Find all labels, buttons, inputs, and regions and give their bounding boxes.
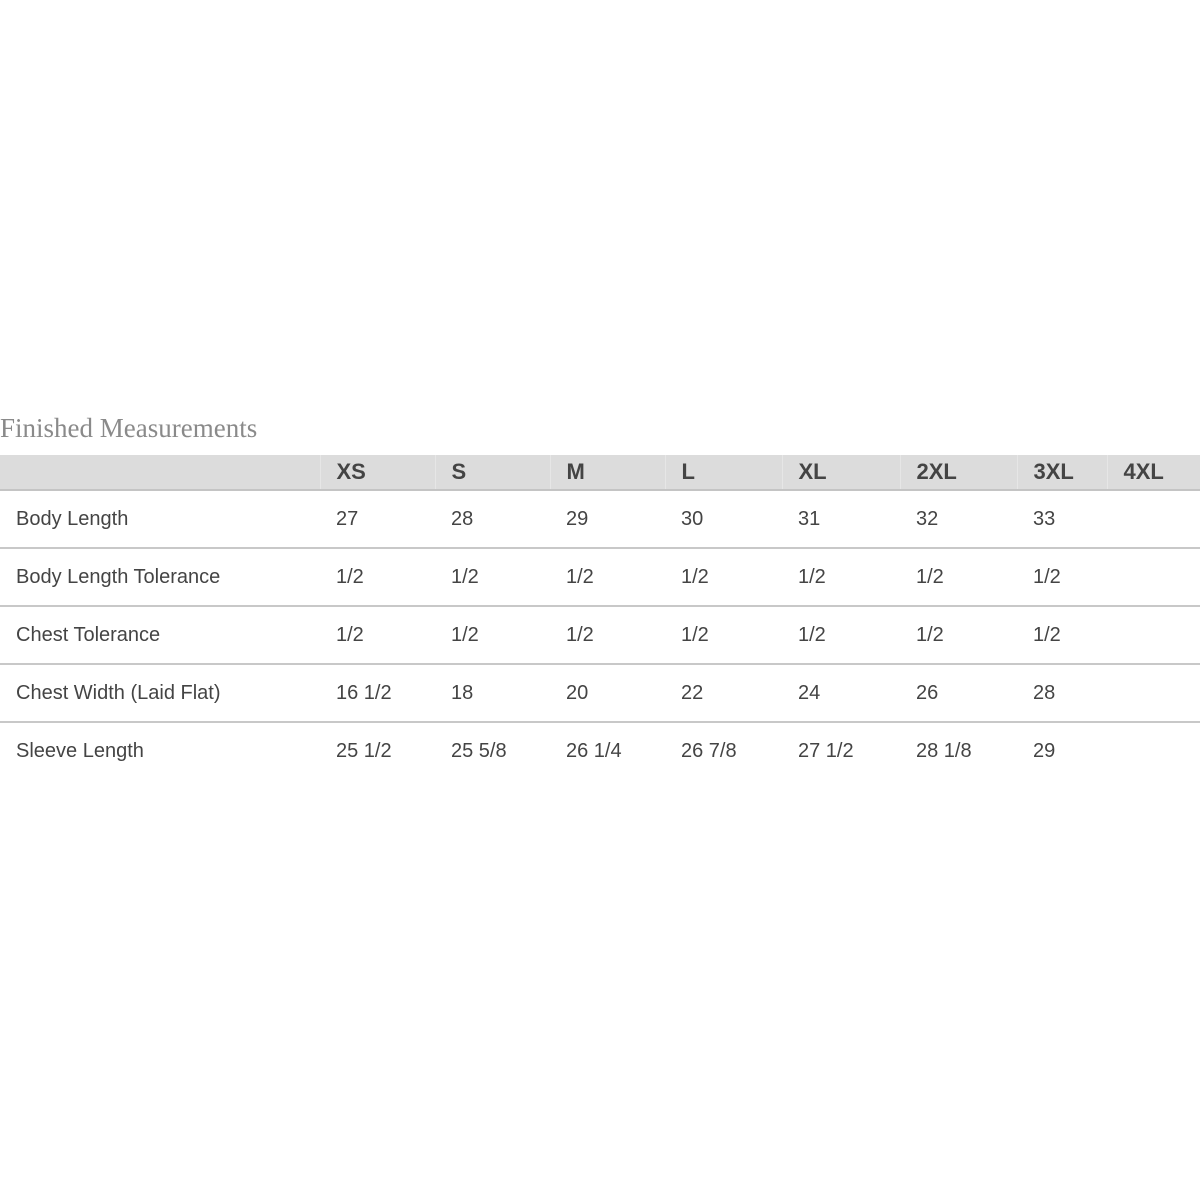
cell: 1/2 <box>550 548 665 607</box>
cell: 30 <box>665 490 782 549</box>
cell: 1/2 <box>782 548 900 607</box>
table-row: Chest Width (Laid Flat) 16 1/2 18 20 22 24 26 2… <box>0 664 1200 723</box>
size-header: L <box>664 455 782 491</box>
header-row: XS S M L XL 2XL 3XL 4XL <box>0 455 1200 491</box>
cell: 1/2 <box>665 606 782 665</box>
row-label: Chest Width (Laid Flat) <box>0 664 320 723</box>
table-body: Body Length 27 28 29 30 31 32 33 Body Length Tol… <box>0 490 1200 780</box>
cell: 29 <box>1033 740 1056 762</box>
cell: 1/2 <box>900 548 1017 607</box>
cell <box>1107 548 1200 607</box>
cell: 28 <box>435 490 550 549</box>
cell: 25 1/2 <box>336 740 392 762</box>
row-label: Body Length Tolerance <box>0 548 320 607</box>
cell: 1/2 <box>1017 548 1107 607</box>
row-label: Body Length <box>0 490 320 549</box>
size-header: XL <box>781 455 900 491</box>
cell: 1/2 <box>320 548 435 607</box>
cell: 1/2 <box>1017 606 1107 665</box>
cell: 33 <box>1017 490 1107 549</box>
cell: 1/2 <box>782 606 900 665</box>
cell: 31 <box>782 490 900 549</box>
size-header: M <box>549 455 665 491</box>
row-label: Chest Tolerance <box>0 606 320 665</box>
cell: 32 <box>900 490 1017 549</box>
cell: 24 <box>782 664 900 723</box>
cell: 1/2 <box>320 606 435 665</box>
size-table: XS S M L XL 2XL 3XL 4XL Body Length 27 28 29 30 31 32… <box>0 455 1200 780</box>
cell: 18 <box>435 664 550 723</box>
cell <box>1107 722 1200 780</box>
cell: 27 <box>320 490 435 549</box>
cell: 1/2 <box>665 548 782 607</box>
cell <box>1107 606 1200 665</box>
cell: 20 <box>550 664 665 723</box>
cell: 26 1/4 <box>566 740 622 762</box>
size-header: 4XL <box>1106 455 1200 491</box>
table-row: Body Length Tolerance 1/2 1/2 1/2 1/2 1/2 1/2 1… <box>0 548 1200 607</box>
table-row: Body Length 27 28 29 30 31 32 33 <box>0 490 1200 549</box>
cell: 28 <box>1017 664 1107 723</box>
cell: 28 1/8 <box>916 740 972 762</box>
title: Finished Measurements <box>0 413 258 443</box>
cell: 22 <box>665 664 782 723</box>
cell: 25 5/8 <box>451 740 507 762</box>
cell <box>1107 664 1200 723</box>
row-label: Sleeve Length <box>16 740 144 762</box>
cell <box>1107 490 1200 549</box>
cell: 27 1/2 <box>798 740 854 762</box>
cell: 16 1/2 <box>320 664 435 723</box>
size-header: XS <box>319 455 435 491</box>
cell: 1/2 <box>435 548 550 607</box>
cell: 26 <box>900 664 1017 723</box>
table-row: Chest Tolerance 1/2 1/2 1/2 1/2 1/2 1/2 1/2 <box>0 606 1200 665</box>
cell: 29 <box>550 490 665 549</box>
cell: 1/2 <box>900 606 1017 665</box>
cell: 1/2 <box>550 606 665 665</box>
cell: 1/2 <box>435 606 550 665</box>
size-header: S <box>434 455 550 491</box>
cell: 26 7/8 <box>681 740 737 762</box>
table-row: Sleeve Length 25 1/2 25 5/8 26 1/4 26 7/8 27 … <box>0 722 1200 780</box>
size-header: 2XL <box>899 455 1017 491</box>
header-cell <box>0 455 320 491</box>
size-header: 3XL <box>1016 455 1107 491</box>
